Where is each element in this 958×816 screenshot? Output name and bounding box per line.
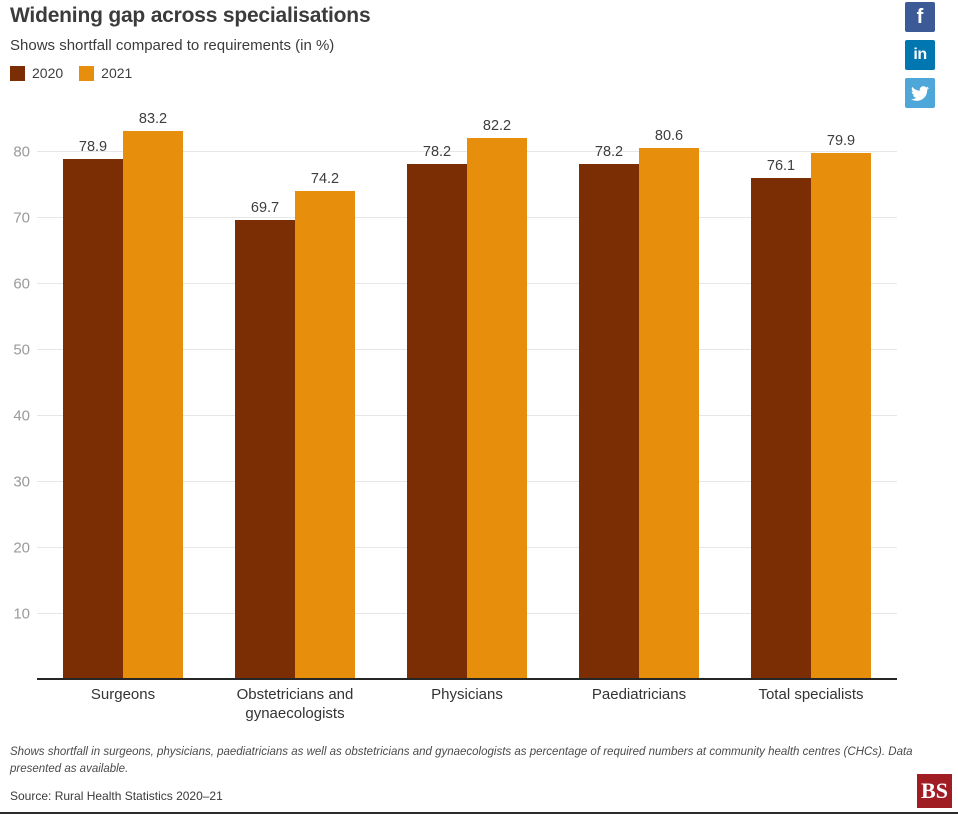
social-share-bar: f in [905, 2, 935, 108]
bar-column-2021-physicians: 82.2 [467, 118, 527, 680]
legend-label-2020: 2020 [32, 65, 64, 81]
value-label-2021-total-specialists: 79.9 [826, 132, 856, 149]
bar-column-2020-obstetricians-and-gynaecologists: 69.7 [235, 200, 295, 680]
y-axis-tick-40: 40 [13, 407, 30, 425]
legend-swatch-2020 [10, 65, 25, 81]
bar-column-2020-surgeons: 78.9 [63, 139, 123, 680]
facebook-share-button[interactable]: f [905, 2, 935, 32]
y-axis-tick-80: 80 [13, 143, 30, 161]
footnote: Shows shortfall in surgeons, physicians,… [10, 746, 913, 775]
bottom-border [0, 812, 958, 814]
x-axis-line [37, 678, 897, 680]
legend: 2020 2021 [10, 65, 132, 81]
legend-item-2020: 2020 [10, 65, 63, 81]
value-label-2020-physicians: 78.2 [422, 144, 452, 161]
value-label-2021-physicians: 82.2 [482, 117, 512, 134]
bar-2020-surgeons [63, 159, 123, 680]
linkedin-share-button[interactable]: in [905, 40, 935, 70]
x-axis-category-labels: Surgeons Obstetricians and gynaecologists… [37, 686, 897, 724]
legend-swatch-2021 [79, 65, 95, 81]
y-axis-tick-60: 60 [13, 275, 30, 293]
facebook-icon: f [916, 5, 924, 28]
bar-2020-total-specialists [751, 177, 811, 680]
twitter-bird-icon [911, 85, 929, 101]
y-axis-tick-50: 50 [13, 341, 30, 359]
bar-2021-obstetricians-and-gynaecologists [295, 190, 355, 680]
bar-column-2021-paediatricians: 80.6 [639, 128, 699, 680]
bar-column-2021-obstetricians-and-gynaecologists: 74.2 [295, 170, 355, 680]
y-axis-tick-10: 10 [13, 605, 30, 623]
y-axis-tick-70: 70 [13, 209, 30, 227]
chart-title: Widening gap across specialisations [10, 4, 371, 27]
source-credit: Source: Rural Health Statistics 2020–21 [10, 789, 223, 803]
category-label-paediatricians: Paediatricians [591, 686, 687, 703]
chart-subtitle: Shows shortfall compared to requirements… [10, 37, 335, 54]
value-label-2021-paediatricians: 80.6 [654, 128, 684, 145]
category-label-total-specialists: Total specialists [758, 686, 864, 703]
bar-2021-total-specialists [811, 152, 871, 680]
bars-layer: 78.9 83.2 69.7 74.2 78.2 82.2 78.2 80.6 76.1 79.9 [37, 110, 897, 680]
bar-column-2020-total-specialists: 76.1 [751, 158, 811, 680]
bar-column-2021-total-specialists: 79.9 [811, 133, 871, 680]
bar-group-surgeons: 78.9 83.2 [37, 110, 209, 680]
bar-column-2020-physicians: 78.2 [407, 144, 467, 680]
category-label-physicians: Physicians [431, 686, 503, 703]
bar-group-physicians: 78.2 82.2 [381, 110, 553, 680]
y-axis-tick-30: 30 [13, 473, 30, 491]
bar-2021-physicians [467, 137, 527, 680]
bar-group-total-specialists: 76.1 79.9 [725, 110, 897, 680]
plot-area: 10 20 30 40 50 60 70 80 78.9 83.2 69.7 74.2 78.2 82.… [13, 110, 897, 680]
category-label-obstetricians-and-gynaecologists: Obstetricians and gynaecologists [236, 686, 354, 722]
y-axis-tick-20: 20 [13, 539, 30, 557]
legend-item-2021: 2021 [79, 65, 132, 81]
value-label-2020-surgeons: 78.9 [78, 139, 108, 156]
business-standard-logo: BS [917, 774, 952, 808]
bar-2020-physicians [407, 164, 467, 680]
value-label-2021-obstetricians-and-gynaecologists: 74.2 [310, 170, 340, 187]
bar-2021-surgeons [123, 131, 183, 680]
bar-group-paediatricians: 78.2 80.6 [553, 110, 725, 680]
value-label-2020-obstetricians-and-gynaecologists: 69.7 [250, 200, 280, 217]
bar-group-obstetricians-and-gynaecologists: 69.7 74.2 [209, 110, 381, 680]
bar-column-2020-paediatricians: 78.2 [579, 144, 639, 680]
legend-label-2021: 2021 [101, 65, 133, 81]
bar-2020-obstetricians-and-gynaecologists [235, 220, 295, 680]
bar-2020-paediatricians [579, 164, 639, 680]
value-label-2020-paediatricians: 78.2 [594, 144, 624, 161]
linkedin-icon: in [913, 46, 927, 63]
logo-text: BS [921, 778, 948, 803]
value-label-2020-total-specialists: 76.1 [766, 157, 796, 174]
bar-2021-paediatricians [639, 148, 699, 680]
category-label-surgeons: Surgeons [90, 686, 156, 703]
value-label-2021-surgeons: 83.2 [138, 111, 168, 128]
twitter-share-button[interactable] [905, 78, 935, 108]
bar-column-2021-surgeons: 83.2 [123, 111, 183, 680]
